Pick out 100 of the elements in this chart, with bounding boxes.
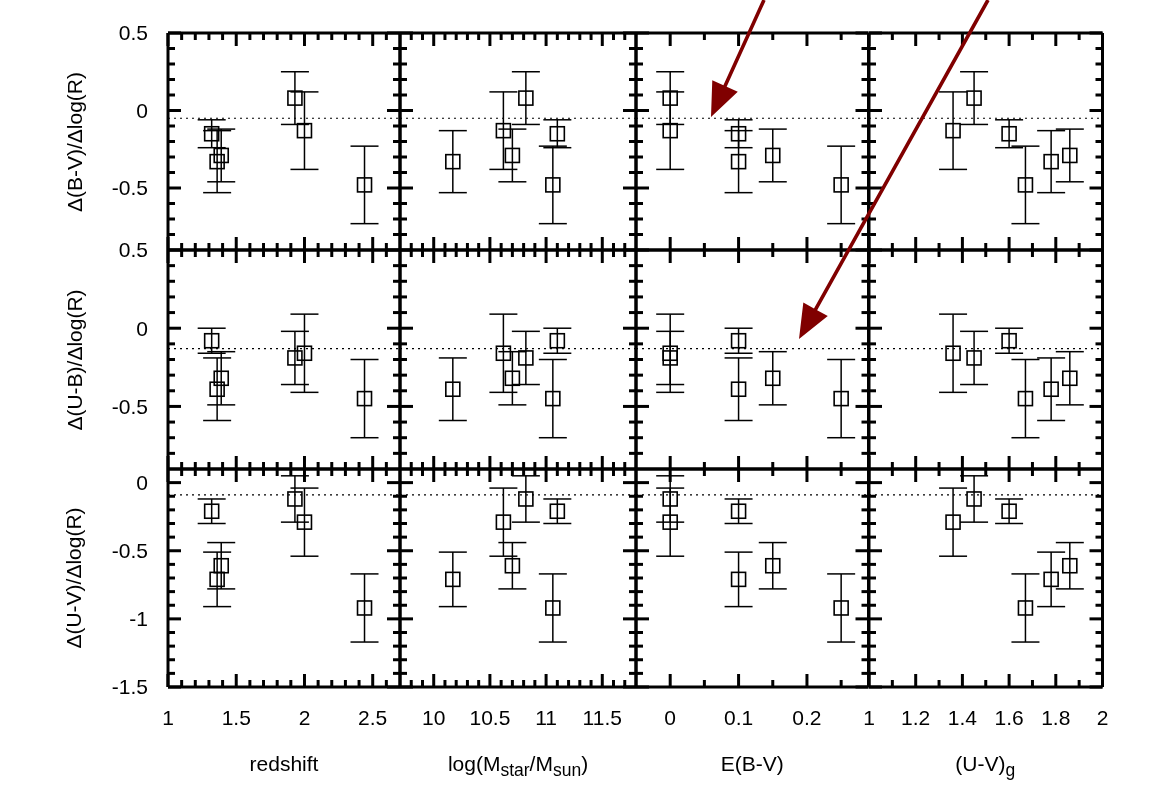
x-tick-label: 0.2 [792,706,822,729]
x-tick-label: 1 [862,706,875,729]
point [209,571,225,588]
x-tick-label: 1.8 [1040,706,1070,729]
y-tick-label: -0.5 [111,176,148,200]
point [495,345,512,362]
point [549,503,566,520]
point [730,125,747,142]
x-tick-label: 0 [664,706,677,729]
point [1042,381,1059,398]
point [356,177,373,193]
point [549,125,566,142]
point [518,350,534,366]
point [495,514,512,530]
x-axis-title: log(M$_{star}$/M$_{sun}$) [446,751,590,781]
point [833,600,849,616]
point [730,332,747,349]
point [764,370,781,387]
point [730,381,747,398]
point [445,381,461,398]
point [730,153,747,170]
point [944,514,961,530]
point [944,345,961,362]
point [518,491,534,507]
y-axis-title: Δ(U-V)/Δlog(R) [61,506,86,651]
point [504,147,521,164]
point [545,177,561,193]
point [296,514,313,530]
x-tick-label: 1.6 [994,706,1024,729]
point [495,122,512,139]
point [203,125,220,142]
point [209,153,225,170]
x-tick-label: 1 [162,706,174,729]
x-tick-label: 10 [422,706,446,729]
point [287,90,303,106]
point [213,370,230,387]
x-tick-label: 2 [298,706,311,729]
point [662,491,678,507]
point [833,390,849,407]
point [1000,125,1017,142]
y-tick-label: 0 [136,98,148,122]
point [1042,153,1059,170]
point [833,177,849,193]
point [1000,332,1017,349]
point [504,370,521,387]
point [203,332,220,349]
point [545,600,561,616]
x-axis-title: E(B-V) [719,751,785,777]
point [1017,600,1033,616]
point [296,122,313,139]
x-tick-label: 0.1 [723,706,754,729]
point [213,147,230,164]
point [518,90,534,106]
y-tick-label: -0.5 [111,394,148,418]
point [209,381,225,398]
y-tick-label: -0.5 [111,539,148,563]
point [287,350,303,366]
point [662,345,678,362]
point [356,600,373,616]
y-tick-label: 0.5 [118,238,148,262]
x-tick-label: 2 [1096,706,1108,729]
point [662,514,678,530]
y-tick-label: 0 [136,316,148,340]
x-tick-label: 1.5 [221,706,251,729]
point [1061,370,1078,387]
point [504,557,521,574]
point [764,557,781,574]
x-tick-label: 2.5 [358,706,388,729]
point [356,390,373,407]
y-tick-label: -1.5 [111,675,148,699]
x-axis-title: redshift [248,751,320,777]
x-tick-label: 11 [535,706,557,729]
point [1042,571,1059,588]
y-axis-title: Δ(B-V)/Δlog(R) [61,70,87,214]
point [965,491,982,507]
point [730,503,747,520]
point [445,153,461,170]
point [764,147,781,164]
point [296,345,313,362]
point [1017,390,1033,407]
y-tick-label: 0 [136,470,148,494]
point [662,90,678,106]
y-tick-label: -1 [129,607,148,631]
x-tick-label: 11.5 [582,706,622,729]
point [965,350,982,366]
point [1061,147,1078,164]
y-tick-label: 0.5 [118,21,148,45]
point [1000,503,1017,520]
point [944,122,961,139]
x-axis-title: (U-V)$_{g}$ [954,751,1017,781]
point [1017,177,1033,193]
point [965,90,982,106]
point [662,122,678,139]
x-tick-label: 1.2 [900,706,930,729]
x-tick-label: 1.4 [947,706,977,729]
point [549,332,566,349]
x-tick-label: 10.5 [469,706,511,729]
point [730,571,747,588]
y-axis-title: Δ(U-B)/Δlog(R) [61,287,87,433]
point [213,557,230,574]
